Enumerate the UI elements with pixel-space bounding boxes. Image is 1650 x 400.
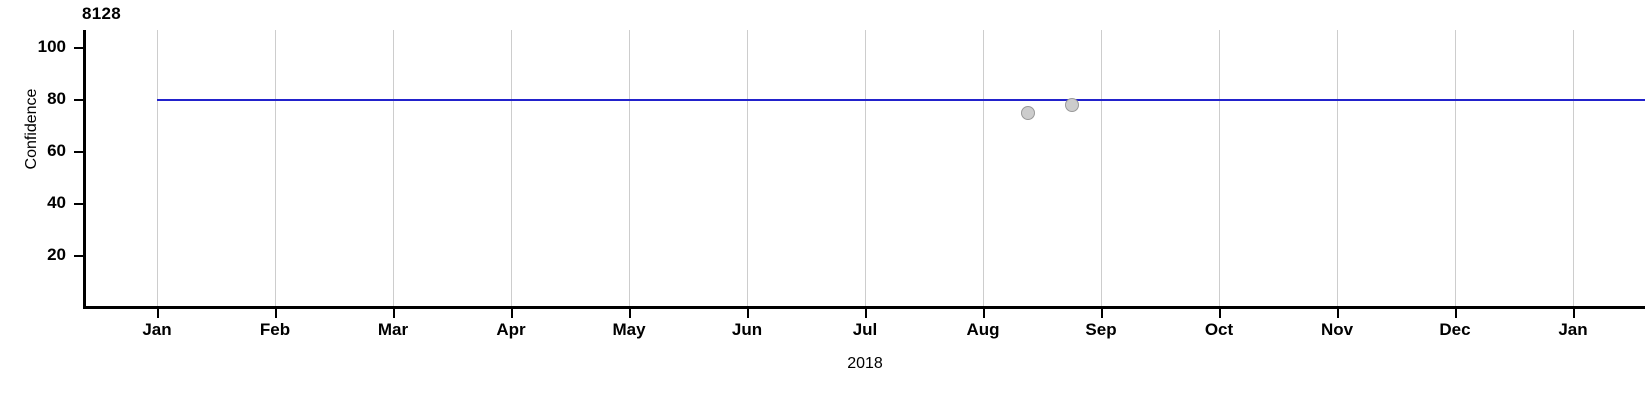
gridline-jun-5 <box>747 30 748 306</box>
gridline-may-4 <box>629 30 630 306</box>
gridline-jan-12 <box>1573 30 1574 306</box>
x-tick-label-9: Oct <box>1204 320 1234 339</box>
x-tick-mark <box>275 309 277 318</box>
gridline-aug-7 <box>983 30 984 306</box>
y-tick-label-4: 100 <box>37 37 66 56</box>
x-tick-mark <box>865 309 867 318</box>
gridline-jul-6 <box>865 30 866 306</box>
x-tick-label-0: Jan <box>142 320 172 339</box>
gridline-dec-11 <box>1455 30 1456 306</box>
x-tick-label-8: Sep <box>1085 320 1117 339</box>
x-tick-label-4: May <box>612 320 646 339</box>
x-tick-mark <box>393 309 395 318</box>
x-tick-mark <box>983 309 985 318</box>
x-tick-mark <box>157 309 159 318</box>
y-tick-label-3: 80 <box>47 89 66 108</box>
x-tick-mark <box>1337 309 1339 318</box>
x-tick-label-2: Mar <box>377 320 409 339</box>
gridline-mar-2 <box>393 30 394 306</box>
x-tick-label-6: Jul <box>852 320 878 339</box>
gridline-jan-0 <box>157 30 158 306</box>
y-tick-mark <box>74 151 83 153</box>
x-tick-label-11: Dec <box>1439 320 1471 339</box>
y-tick-label-2: 60 <box>47 141 66 160</box>
gridline-oct-9 <box>1219 30 1220 306</box>
x-tick-label-12: Jan <box>1558 320 1588 339</box>
x-tick-label-7: Aug <box>966 320 1000 339</box>
y-tick-mark <box>74 99 83 101</box>
y-axis-line <box>83 30 86 308</box>
gridline-feb-1 <box>275 30 276 306</box>
y-axis-title: Confidence <box>23 88 40 170</box>
y-tick-label-1: 40 <box>47 193 66 212</box>
data-point[interactable] <box>1064 98 1079 113</box>
x-tick-mark <box>1101 309 1103 318</box>
chart-title: 8128 <box>82 4 122 23</box>
y-tick-mark <box>74 255 83 257</box>
threshold-line <box>157 99 1645 101</box>
x-tick-mark <box>1455 309 1457 318</box>
x-tick-mark <box>747 309 749 318</box>
x-axis-title: 2018 <box>847 355 883 372</box>
x-tick-mark <box>511 309 513 318</box>
y-tick-mark <box>74 47 83 49</box>
x-tick-mark <box>629 309 631 318</box>
x-tick-mark <box>1573 309 1575 318</box>
gridline-apr-3 <box>511 30 512 306</box>
y-tick-label-0: 20 <box>47 245 66 264</box>
gridline-sep-8 <box>1101 30 1102 306</box>
data-point[interactable] <box>1020 106 1035 120</box>
y-tick-mark <box>74 203 83 205</box>
x-tick-mark <box>1219 309 1221 318</box>
gridline-nov-10 <box>1337 30 1338 306</box>
x-tick-label-5: Jun <box>731 320 763 339</box>
x-axis-line <box>83 306 1645 309</box>
x-tick-label-10: Nov <box>1320 320 1354 339</box>
x-tick-label-1: Feb <box>259 320 291 339</box>
x-tick-label-3: Apr <box>496 320 526 339</box>
